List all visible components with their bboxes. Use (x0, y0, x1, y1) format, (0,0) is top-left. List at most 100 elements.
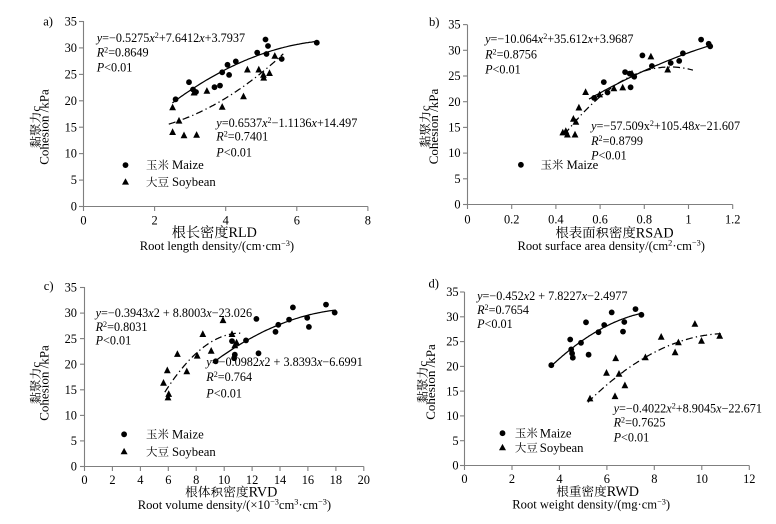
svg-text:4: 4 (137, 473, 143, 487)
svg-text:4: 4 (223, 214, 229, 228)
svg-text:30: 30 (448, 43, 460, 57)
svg-text:Cohesion /kPa: Cohesion /kPa (37, 89, 52, 165)
svg-text:Cohesion /kPa: Cohesion /kPa (37, 345, 52, 421)
svg-text:15: 15 (65, 383, 77, 397)
svg-text:Soybean: Soybean (172, 175, 216, 189)
svg-text:c: c (415, 361, 430, 367)
svg-text:5: 5 (452, 434, 458, 448)
svg-text:25: 25 (448, 69, 460, 83)
svg-text:20: 20 (446, 359, 458, 373)
svg-text:R2=0.7654: R2=0.7654 (476, 303, 529, 317)
svg-text:0: 0 (452, 459, 458, 473)
svg-text:P<0.01: P<0.01 (613, 431, 650, 445)
svg-text:30: 30 (65, 41, 77, 55)
svg-text:R2=0.8031: R2=0.8031 (95, 320, 148, 334)
svg-text:c: c (418, 105, 433, 111)
svg-text:y=−10.064x2+35.612x+3.9687: y=−10.064x2+35.612x+3.9687 (483, 32, 633, 46)
svg-text:P<0.01: P<0.01 (590, 148, 627, 162)
svg-text:2: 2 (151, 214, 157, 228)
svg-text:y=−0.5275x2+7.6412x+3.7937: y=−0.5275x2+7.6412x+3.7937 (95, 31, 245, 45)
svg-text:2: 2 (109, 473, 115, 487)
svg-text:RWD: RWD (607, 484, 639, 500)
svg-text:a): a) (43, 14, 53, 28)
svg-text:8: 8 (365, 214, 371, 228)
svg-text:10: 10 (696, 472, 708, 486)
svg-text:P<0.01: P<0.01 (95, 334, 132, 348)
svg-text:0: 0 (454, 198, 460, 212)
svg-text:30: 30 (446, 310, 458, 324)
svg-text:2: 2 (509, 472, 515, 486)
svg-text:35: 35 (448, 18, 460, 32)
svg-text:10: 10 (218, 473, 230, 487)
svg-text:Root weight density/(mg·cm−3): Root weight density/(mg·cm−3) (512, 497, 670, 511)
svg-text:0.8: 0.8 (637, 213, 653, 227)
svg-text:4: 4 (556, 472, 562, 486)
svg-text:y=−0.452x2 + 7.8227x−2.4977: y=−0.452x2 + 7.8227x−2.4977 (475, 289, 627, 303)
svg-text:14: 14 (274, 473, 286, 487)
svg-text:10: 10 (446, 409, 458, 423)
svg-text:6: 6 (294, 214, 300, 228)
svg-text:10: 10 (448, 146, 460, 160)
svg-text:P<0.01: P<0.01 (205, 387, 242, 401)
svg-text:0: 0 (71, 460, 77, 474)
svg-text:6: 6 (604, 472, 610, 486)
svg-text:5: 5 (71, 173, 77, 187)
svg-text:Soybean: Soybean (172, 445, 216, 459)
svg-text:R2=0.8799: R2=0.8799 (590, 134, 643, 148)
svg-text:18: 18 (330, 473, 342, 487)
svg-text:Root length density/(cm·cm−3): Root length density/(cm·cm−3) (140, 239, 294, 253)
svg-text:y=0.6537x2−1.1136x+14.497: y=0.6537x2−1.1136x+14.497 (214, 116, 357, 130)
svg-text:5: 5 (71, 434, 77, 448)
svg-text:0.6: 0.6 (592, 213, 608, 227)
svg-text:Root surface area density/(cm2: Root surface area density/(cm2·cm−3) (517, 239, 705, 253)
svg-text:30: 30 (65, 306, 77, 320)
svg-text:12: 12 (246, 473, 258, 487)
svg-text:25: 25 (65, 67, 77, 81)
svg-text:P<0.01: P<0.01 (476, 317, 513, 331)
svg-text:0.4: 0.4 (548, 213, 564, 227)
svg-text:0: 0 (81, 473, 87, 487)
svg-text:25: 25 (446, 335, 458, 349)
svg-text:c: c (28, 362, 43, 368)
svg-text:y=−0.4022x2+8.9045x−22.671: y=−0.4022x2+8.9045x−22.671 (612, 402, 762, 416)
svg-text:Maize: Maize (540, 426, 572, 440)
svg-text:20: 20 (65, 94, 77, 108)
svg-text:0: 0 (80, 214, 86, 228)
svg-text:RLD: RLD (229, 225, 257, 241)
svg-text:15: 15 (448, 121, 460, 135)
svg-text:b): b) (429, 15, 440, 29)
svg-text:35: 35 (65, 281, 77, 295)
svg-text:15: 15 (65, 120, 77, 134)
svg-text:R2=0.7625: R2=0.7625 (613, 415, 666, 429)
svg-text:1.2: 1.2 (725, 213, 741, 227)
svg-text:8: 8 (651, 472, 657, 486)
svg-text:Soybean: Soybean (540, 441, 584, 455)
svg-text:10: 10 (65, 408, 77, 422)
svg-text:R2=0.7401: R2=0.7401 (215, 130, 268, 144)
svg-text:P<0.01: P<0.01 (96, 61, 133, 75)
svg-text:Maize: Maize (567, 158, 599, 172)
svg-text:25: 25 (65, 332, 77, 346)
svg-text:R2=0.8649: R2=0.8649 (96, 45, 149, 59)
svg-text:Maize: Maize (172, 427, 204, 441)
svg-text:Cohesion /kPa: Cohesion /kPa (423, 344, 438, 420)
svg-text:20: 20 (65, 357, 77, 371)
svg-text:0: 0 (464, 213, 470, 227)
svg-text:35: 35 (65, 15, 77, 29)
svg-text:0.2: 0.2 (504, 213, 520, 227)
svg-text:c): c) (44, 279, 54, 293)
svg-text:d): d) (429, 276, 440, 290)
svg-text:1: 1 (685, 213, 691, 227)
svg-text:Root volume density/(×10−3cm3·: Root volume density/(×10−3cm3·cm−3) (138, 498, 331, 512)
svg-text:6: 6 (165, 473, 171, 487)
svg-text:y=−57.509x2+105.48x−21.607: y=−57.509x2+105.48x−21.607 (589, 119, 740, 133)
svg-text:0: 0 (461, 472, 467, 486)
svg-text:P<0.01: P<0.01 (215, 145, 252, 159)
svg-text:0: 0 (71, 200, 77, 214)
svg-text:y=−0.3943x2 + 8.8003x−23.026: y=−0.3943x2 + 8.8003x−23.026 (94, 306, 253, 320)
svg-text:20: 20 (448, 95, 460, 109)
svg-text:10: 10 (65, 147, 77, 161)
svg-text:Maize: Maize (172, 158, 204, 172)
svg-text:P<0.01: P<0.01 (484, 63, 521, 77)
svg-text:8: 8 (193, 473, 199, 487)
